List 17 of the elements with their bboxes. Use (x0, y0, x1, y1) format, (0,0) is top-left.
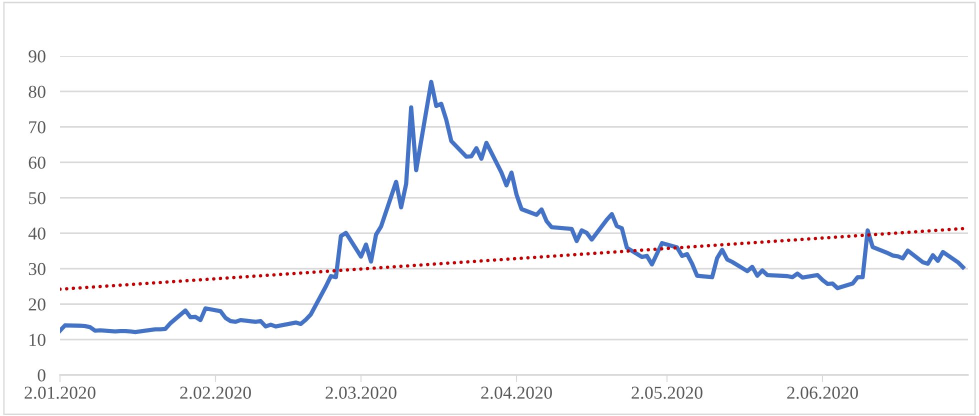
y-tick-label: 20 (28, 298, 46, 311)
y-tick-label: 50 (29, 192, 46, 204)
y-tick-label: 0 (38, 369, 46, 382)
x-tick-label: 2.02.2020 (180, 386, 251, 399)
x-tick-label: 2.04.2020 (481, 386, 552, 399)
y-tick-label: 90 (28, 50, 46, 62)
y-tick-label: 40 (28, 227, 46, 240)
y-tick-label: 10 (30, 334, 46, 346)
y-tick-label: 30 (28, 262, 46, 276)
y-tick-label: 80 (28, 86, 46, 98)
x-tick-label: 2.01.2020 (24, 386, 96, 399)
y-tick-label: 70 (29, 121, 46, 134)
x-tick-label: 2.05.2020 (632, 386, 702, 399)
y-tick-label: 60 (28, 156, 46, 169)
x-tick-label: 2.06.2020 (787, 386, 858, 399)
line-series (60, 80, 966, 334)
x-tick-label: 2.03.2020 (326, 386, 396, 399)
